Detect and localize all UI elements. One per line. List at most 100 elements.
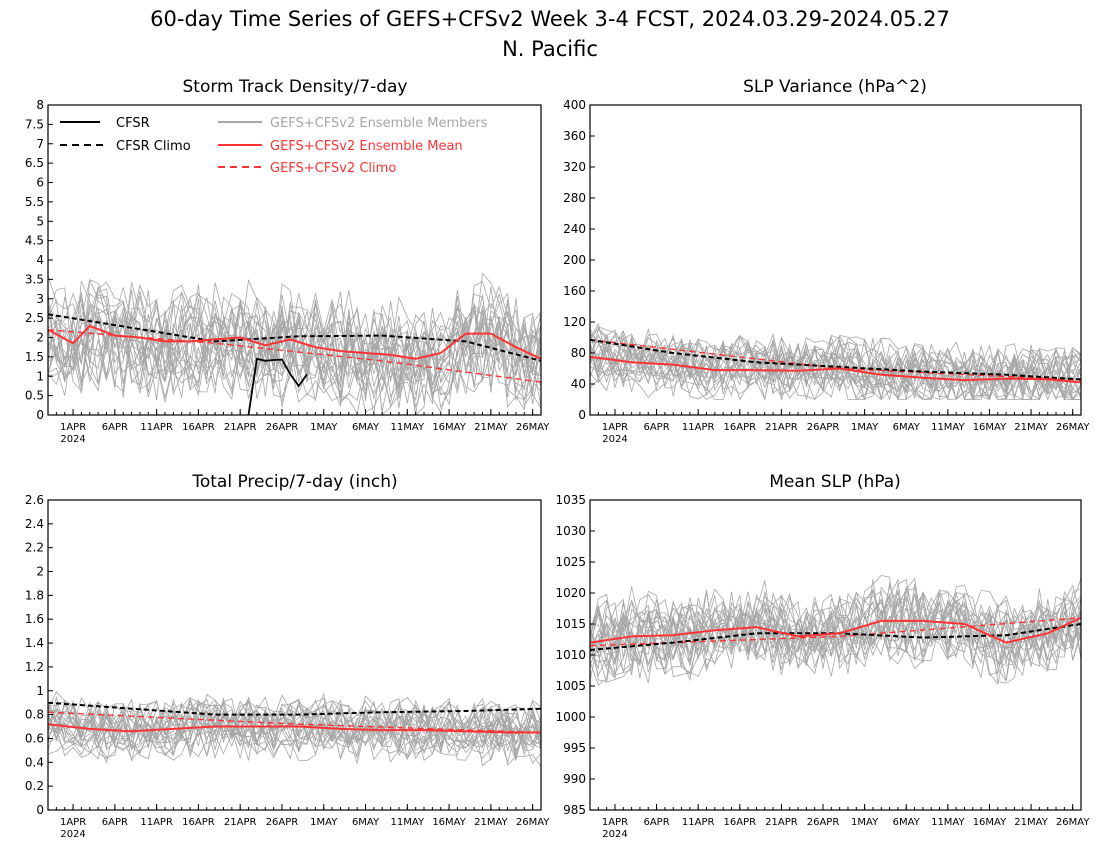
y-tick-label: 80	[571, 346, 586, 360]
x-tick-label: 1APR	[60, 817, 86, 828]
x-tick-label: 21MAY	[1014, 422, 1048, 433]
legend-label-mean: GEFS+CFSv2 Ensemble Mean	[270, 139, 463, 154]
x-tick-label: 6MAY	[352, 817, 380, 828]
y-tick-label: 7.5	[25, 117, 44, 131]
y-tick-label: 0.8	[25, 708, 44, 722]
ensemble-member-line	[589, 611, 1082, 685]
x-tick-label: 16MAY	[432, 817, 466, 828]
y-tick-label: 4.5	[25, 234, 44, 248]
x-year-label: 2024	[602, 434, 627, 445]
x-tick-label: 21APR	[765, 422, 798, 433]
gefs-climo-line	[47, 711, 542, 734]
x-tick-label: 26MAY	[1056, 422, 1090, 433]
y-tick-label: 6.5	[25, 156, 44, 170]
y-tick-label: 280	[563, 191, 586, 205]
mean-slp-chart: Mean SLP (hPa) 985 990 995 1000 1005 1010 1015…	[555, 472, 1090, 840]
y-tick-label: 2.6	[25, 493, 44, 507]
y-tick-label: 1015	[555, 617, 586, 631]
y-tick-label: 400	[563, 98, 586, 112]
chart-legend: CFSR CFSR Climo GEFS+CFSv2 Ensemble Memb…	[60, 116, 488, 176]
x-tick-label: 21APR	[765, 817, 798, 828]
x-tick-label: 1MAY	[310, 817, 338, 828]
x-tick-label: 6APR	[102, 817, 128, 828]
y-tick-label: 8	[36, 98, 44, 112]
chart-title: Mean SLP (hPa)	[769, 472, 901, 492]
y-tick-label: 5	[36, 214, 44, 228]
x-tick-label: 11MAY	[931, 817, 965, 828]
x-tick-label: 21APR	[224, 817, 257, 828]
ensemble-member-line	[589, 326, 1082, 397]
cfsr-line	[247, 357, 308, 416]
y-tick-label: 40	[571, 377, 586, 391]
y-tick-label: 1	[36, 369, 44, 383]
x-tick-label: 11MAY	[391, 422, 425, 433]
y-tick-label: 360	[563, 129, 586, 143]
y-tick-label: 4	[36, 253, 44, 267]
y-tick-label: 990	[563, 772, 586, 786]
x-tick-label: 16APR	[724, 422, 757, 433]
chart-title: SLP Variance (hPa^2)	[743, 77, 927, 97]
x-tick-label: 11MAY	[391, 817, 425, 828]
x-tick-label: 26APR	[266, 422, 299, 433]
ensemble-member-line	[47, 279, 542, 377]
page-title-line2: N. Pacific	[502, 37, 598, 61]
ensemble-member-line	[589, 329, 1082, 401]
x-tick-label: 11APR	[682, 422, 715, 433]
y-tick-label: 2	[36, 565, 44, 579]
x-tick-label: 6APR	[102, 422, 128, 433]
ensemble-member-line	[47, 710, 542, 761]
y-tick-label: 1.6	[25, 612, 44, 626]
x-tick-label: 1APR	[60, 422, 86, 433]
legend-label-gefs-climo: GEFS+CFSv2 Climo	[270, 161, 396, 176]
x-tick-label: 1MAY	[310, 422, 338, 433]
y-tick-label: 1035	[555, 493, 586, 507]
y-tick-label: 995	[563, 741, 586, 755]
x-tick-label: 16MAY	[973, 817, 1007, 828]
cfsr-climo-line	[589, 338, 1082, 381]
plot-frame	[47, 499, 542, 811]
y-tick-label: 3.5	[25, 272, 44, 286]
x-tick-label: 16MAY	[432, 422, 466, 433]
x-tick-label: 26APR	[266, 817, 299, 828]
y-tick-label: 120	[563, 315, 586, 329]
slp-variance-chart: SLP Variance (hPa^2) 0 40 80 120 160 200 240 28…	[563, 77, 1090, 445]
y-tick-label: 0.2	[25, 779, 44, 793]
ensemble-member-line	[47, 278, 542, 371]
ensemble-member-line	[47, 281, 542, 382]
x-tick-label: 16APR	[182, 817, 215, 828]
y-tick-label: 1	[36, 684, 44, 698]
x-year-label: 2024	[60, 434, 85, 445]
legend-label-members: GEFS+CFSv2 Ensemble Members	[270, 116, 488, 131]
y-tick-label: 240	[563, 222, 586, 236]
ensemble-member-line	[589, 585, 1082, 652]
x-tick-label: 16MAY	[973, 422, 1007, 433]
ensemble-member-line	[47, 710, 542, 761]
y-tick-label: 1020	[555, 586, 586, 600]
y-tick-label: 200	[563, 253, 586, 267]
ensemble-member-line	[47, 280, 542, 382]
x-tick-label: 21APR	[224, 422, 257, 433]
y-tick-label: 2.5	[25, 311, 44, 325]
ensemble-member-line	[47, 323, 542, 416]
x-year-label: 2024	[602, 829, 627, 840]
x-tick-label: 6APR	[643, 422, 669, 433]
x-tick-label: 11APR	[682, 817, 715, 828]
y-tick-label: 0	[36, 408, 44, 422]
x-tick-label: 1MAY	[851, 422, 879, 433]
x-year-label: 2024	[60, 829, 85, 840]
y-tick-label: 1025	[555, 555, 586, 569]
ensemble-member-line	[589, 588, 1082, 665]
y-tick-label: 1.5	[25, 350, 44, 364]
x-tick-label: 1APR	[602, 422, 628, 433]
ensemble-member-line	[47, 697, 542, 746]
ensemble-member-line	[47, 699, 542, 754]
ensemble-member-line	[589, 329, 1082, 394]
y-tick-label: 1.4	[25, 636, 44, 650]
x-tick-label: 26MAY	[516, 422, 550, 433]
y-tick-label: 0.6	[25, 731, 44, 745]
y-tick-label: 1.2	[25, 660, 44, 674]
ensemble-member-line	[47, 696, 542, 747]
ensemble-member-line	[589, 329, 1082, 396]
storm-track-density-chart: Storm Track Density/7-day 0 0.5 1 1.5 2 2.5 3 3…	[25, 77, 550, 445]
